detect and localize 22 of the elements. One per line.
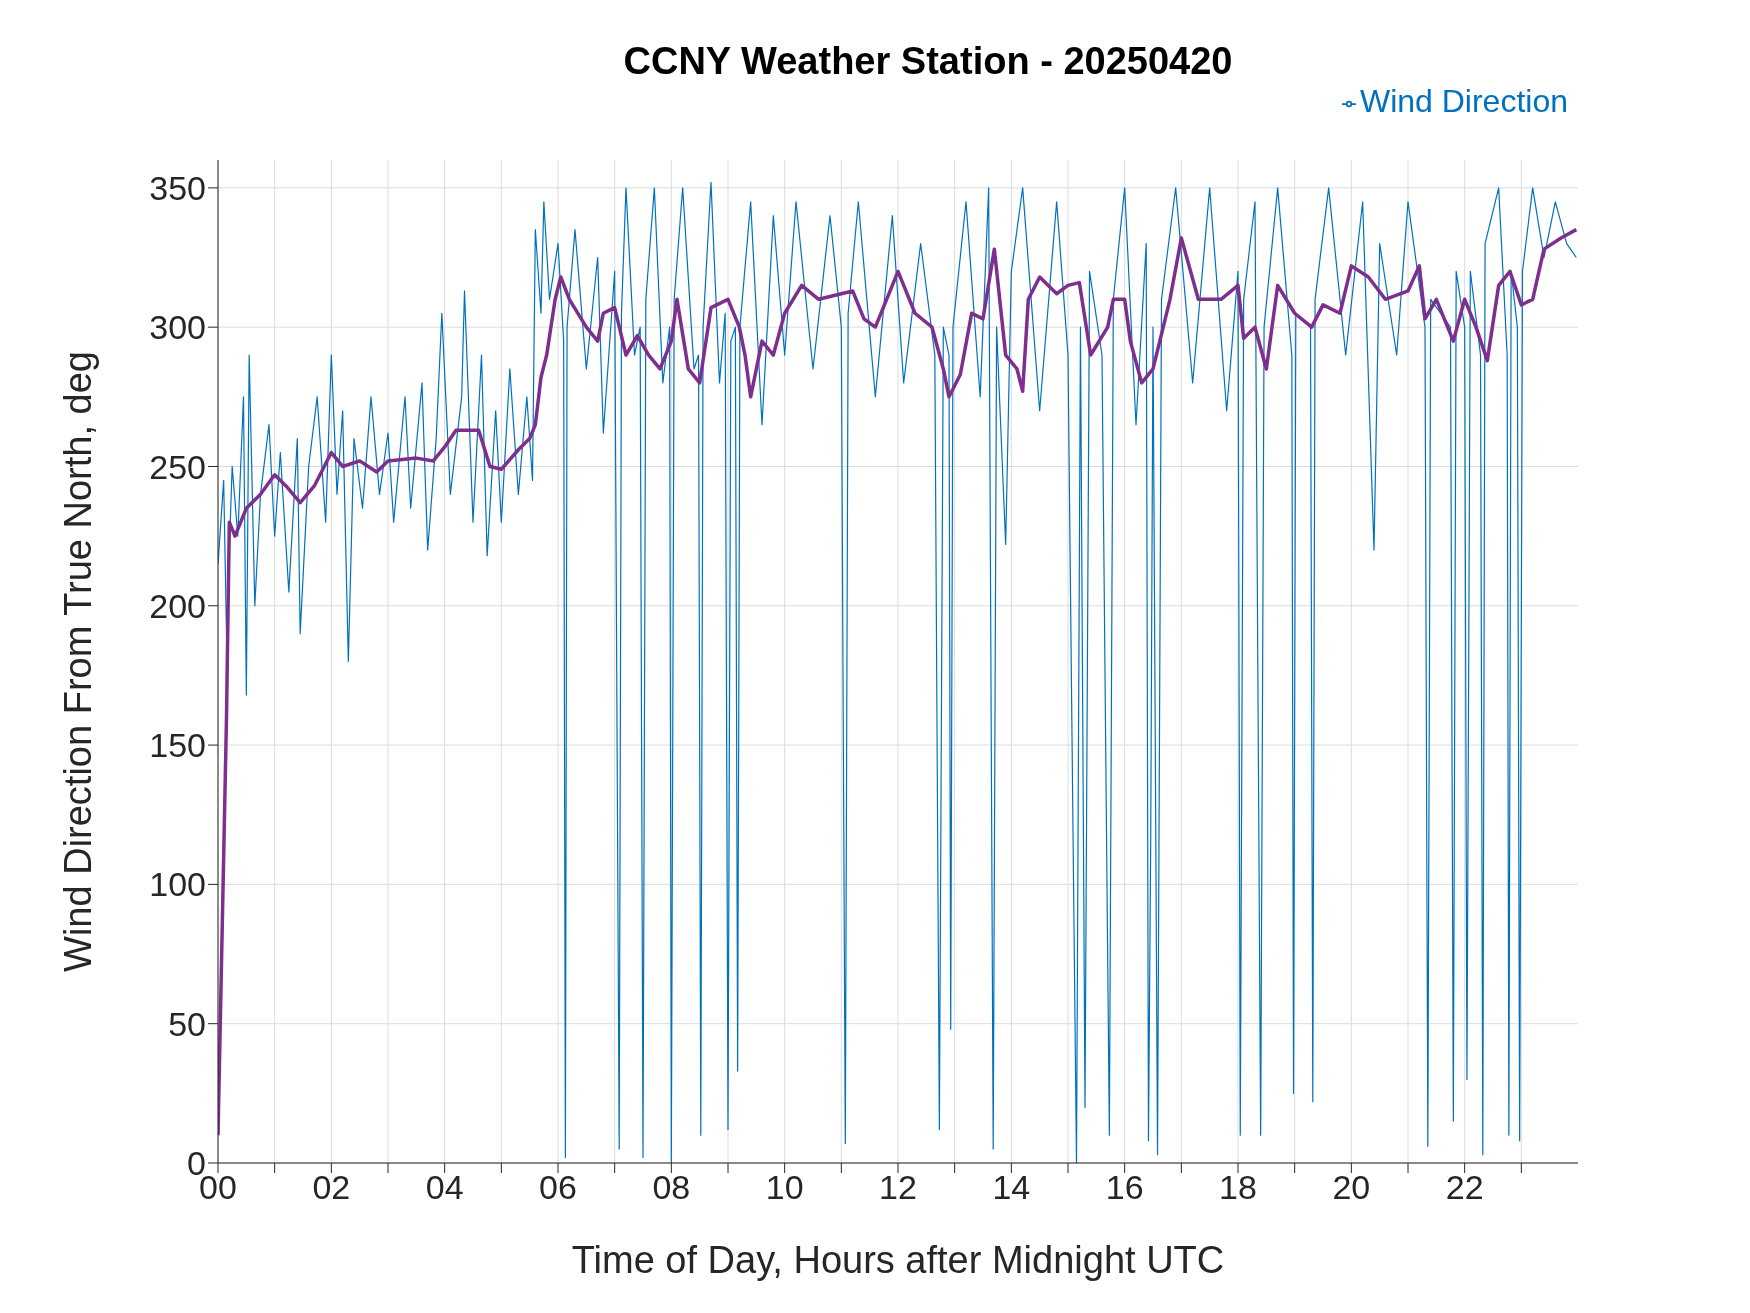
x-tick-label: 16 bbox=[1105, 1168, 1144, 1207]
y-tick-label: 100 bbox=[149, 865, 206, 904]
x-tick-label: 10 bbox=[765, 1168, 804, 1207]
y-tick-label: 50 bbox=[168, 1004, 206, 1043]
y-tick-label: 300 bbox=[149, 308, 206, 347]
x-tick-label: 22 bbox=[1445, 1168, 1484, 1207]
x-tick-label: 04 bbox=[425, 1168, 464, 1207]
x-tick-label: 06 bbox=[539, 1168, 577, 1207]
y-tick-label: 150 bbox=[149, 726, 206, 765]
x-tick-label: 14 bbox=[992, 1168, 1031, 1207]
y-tick-label: 200 bbox=[149, 586, 206, 625]
x-tick-label: 12 bbox=[879, 1168, 917, 1207]
y-tick-label: 250 bbox=[149, 447, 206, 486]
x-tick-label: 20 bbox=[1332, 1168, 1371, 1207]
y-axis-title: Wind Direction From True North, deg bbox=[57, 351, 100, 972]
x-axis-title: Time of Day, Hours after Midnight UTC bbox=[571, 1239, 1225, 1281]
x-tick-label: 08 bbox=[652, 1168, 691, 1207]
chart-title: CCNY Weather Station - 20250420 bbox=[622, 40, 1234, 83]
x-tick-label: 18 bbox=[1219, 1168, 1257, 1207]
x-tick-label: 02 bbox=[312, 1168, 351, 1207]
legend-label: Wind Direction bbox=[1359, 83, 1568, 119]
y-tick-label: 350 bbox=[149, 168, 206, 207]
